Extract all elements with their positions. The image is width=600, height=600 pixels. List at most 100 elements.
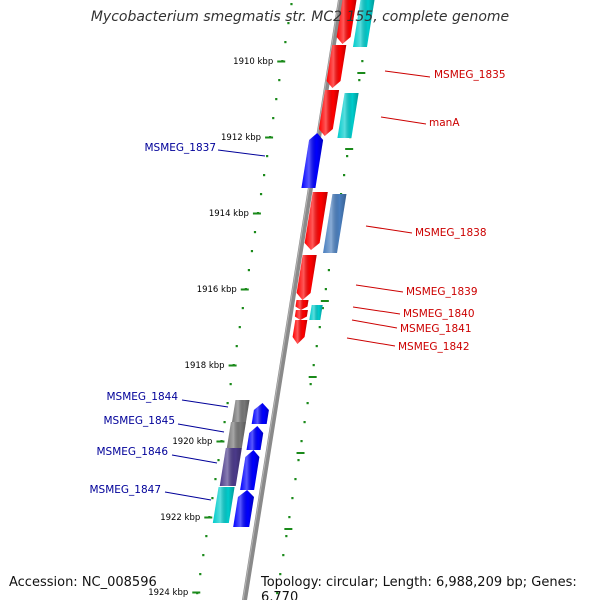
scale-dot <box>250 250 254 253</box>
forward-feature-label: manA <box>429 117 460 129</box>
scale-dot <box>259 193 263 196</box>
scale-dot <box>361 60 364 63</box>
scale-dot <box>288 516 291 519</box>
label-leader <box>171 454 218 464</box>
scale-dot <box>312 364 315 367</box>
scale-dot <box>346 155 349 158</box>
scale-dot <box>272 117 275 120</box>
reverse-cds-block-shade <box>246 426 264 450</box>
scale-label: 1910 kbp <box>233 57 273 67</box>
reverse-cds-block-shade <box>301 133 324 188</box>
scale-dot <box>343 174 346 177</box>
reverse-cds-block-shade <box>233 490 254 527</box>
scale-dot <box>253 231 257 234</box>
forward-feature-label: MSMEG_1842 <box>398 341 470 353</box>
scale-label: 1922 kbp <box>160 513 200 523</box>
forward-cds-block-shade <box>336 0 357 44</box>
scale-dot <box>247 269 250 272</box>
forward-cds-block-shade <box>295 300 309 310</box>
other-feature-block-shade <box>226 422 246 448</box>
scale-dot <box>226 402 229 405</box>
scale-dot <box>318 326 321 329</box>
label-leader <box>346 337 396 347</box>
map-title: Mycobacterium smegmatis str. MC2 155, co… <box>90 9 510 25</box>
forward-feature-label: MSMEG_1835 <box>434 69 506 81</box>
scale-dot <box>214 478 217 481</box>
accession-text: Accession: NC_008596 <box>9 575 157 590</box>
label-leader <box>217 149 266 157</box>
forward-rna-block-shade <box>352 0 375 47</box>
forward-rna-block-shade <box>309 305 323 320</box>
scale-dot <box>300 440 303 443</box>
forward-feature-label: MSMEG_1840 <box>403 308 475 320</box>
scale-dots-inner <box>192 3 293 595</box>
scale-dot <box>297 459 300 462</box>
scale-label: 1924 kbp <box>148 588 188 598</box>
label-leader <box>384 70 431 78</box>
scale-dot <box>315 345 318 348</box>
forward-cds-block-shade <box>294 310 308 320</box>
reverse-feature-label: MSMEG_1846 <box>96 446 168 458</box>
label-leader <box>355 284 404 293</box>
forward-cds-block-shade <box>326 45 347 88</box>
scale-dot <box>199 573 202 576</box>
label-leaders <box>164 70 431 501</box>
scale-dot <box>324 288 327 291</box>
scale-dot <box>202 554 205 557</box>
scale-dot <box>279 573 282 576</box>
scale-dot <box>238 326 241 329</box>
feature-labels: 1910 kbp 1912 kbp 1914 kbp 1916 kbp 1918 kbp… <box>89 57 505 598</box>
scale-dot <box>287 22 290 25</box>
forward-cds-block-shade <box>304 192 328 250</box>
forward-feature-label: MSMEG_1838 <box>415 227 487 239</box>
reverse-rna-block-shade <box>212 487 235 523</box>
reverse-rna-block-shade <box>323 194 347 253</box>
scale-dot <box>306 402 309 405</box>
scale-label: 1918 kbp <box>185 361 225 371</box>
label-leader <box>181 399 229 408</box>
other-feature-block-shade <box>219 448 242 486</box>
scale-dot <box>235 345 238 348</box>
scale-dot <box>358 79 361 82</box>
reverse-feature-label: MSMEG_1845 <box>103 415 175 427</box>
reverse-cds-block-shade <box>251 403 269 424</box>
forward-rna-block-shade <box>337 93 359 138</box>
scale-dot <box>290 3 293 6</box>
feature-track <box>212 0 375 527</box>
label-leader <box>351 319 398 329</box>
forward-feature-label: MSMEG_1841 <box>400 323 472 335</box>
backbone-highlight <box>242 0 340 600</box>
reverse-feature-label: MSMEG_1844 <box>106 391 178 403</box>
genome-stats-text: Topology: circular; Length: 6,988,209 bp… <box>261 575 577 600</box>
scale-label: 1914 kbp <box>209 209 249 219</box>
scale-dot <box>282 554 285 557</box>
scale-dot <box>278 79 281 82</box>
scale-dot <box>223 421 226 424</box>
reverse-cds-block-shade <box>240 450 260 490</box>
forward-cds-block-shade <box>292 320 308 344</box>
scale-dot <box>294 478 297 481</box>
forward-cds-block-shade <box>296 255 317 300</box>
scale-dot <box>303 421 306 424</box>
scale-dot <box>276 592 279 595</box>
scale-dot <box>327 269 330 272</box>
scale-label: 1916 kbp <box>197 285 237 295</box>
scale-dot <box>205 535 208 538</box>
forward-cds-block-shade <box>318 90 340 136</box>
scale-dot <box>229 383 232 386</box>
label-leader <box>352 306 401 315</box>
reverse-feature-label: MSMEG_1847 <box>89 484 161 496</box>
label-leader <box>365 225 413 234</box>
scale-dot <box>291 497 294 500</box>
scale-dot <box>275 98 278 101</box>
scale-dot <box>263 174 266 177</box>
scale-dot <box>285 535 288 538</box>
label-leader <box>380 116 427 125</box>
scale-dot <box>241 307 244 310</box>
scale-dot <box>284 41 287 44</box>
other-feature-block-shade <box>231 400 250 422</box>
scale-label: 1912 kbp <box>221 133 261 143</box>
reverse-feature-label: MSMEG_1837 <box>144 142 216 154</box>
